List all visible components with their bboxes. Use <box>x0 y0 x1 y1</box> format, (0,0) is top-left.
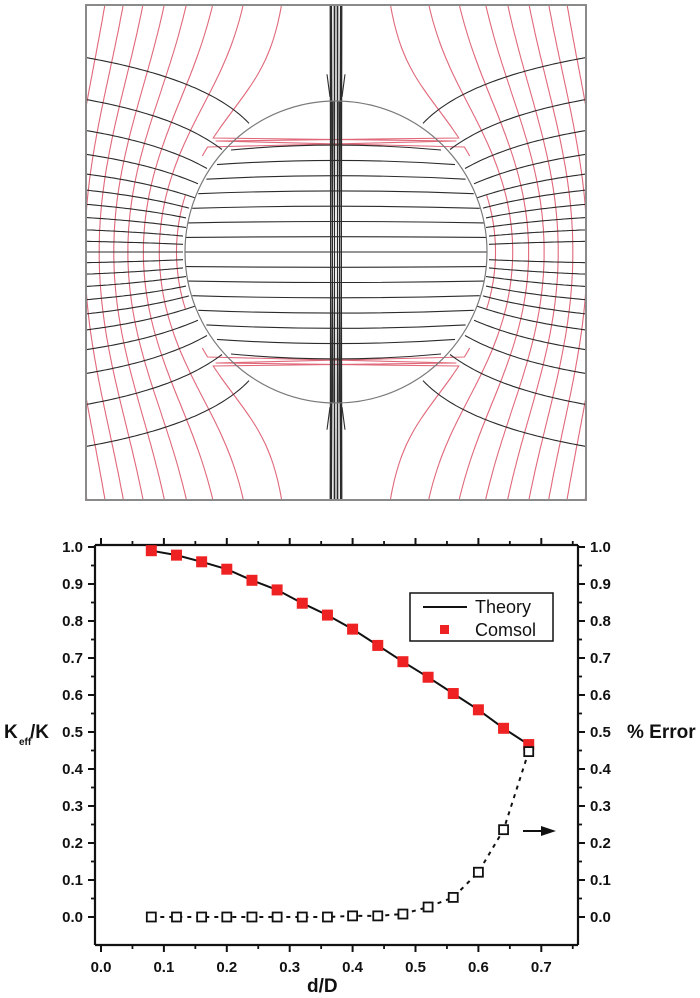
y2-tick-label: 0.7 <box>590 650 611 667</box>
error-marker <box>347 910 359 922</box>
y-axis-title-tail: /K <box>30 722 49 743</box>
x-axis-title: d/D <box>307 976 338 997</box>
comsol-marker <box>347 623 359 635</box>
comsol-marker <box>196 556 208 568</box>
y2-tick-label: 1.0 <box>590 539 611 556</box>
y2-tick-label: 0.3 <box>590 798 611 815</box>
x-tick-label: 0.1 <box>153 959 174 976</box>
y-tick-label: 0.7 <box>62 650 83 667</box>
right-arrow-icon <box>523 826 556 836</box>
y2-tick-label: 0.9 <box>590 576 611 593</box>
y2-tick-label: 0.4 <box>590 761 612 778</box>
inclusion-circle <box>184 100 488 404</box>
comsol-marker <box>447 688 459 700</box>
y-tick-label: 0.2 <box>62 835 83 852</box>
comsol-marker <box>372 639 384 651</box>
x-tick-label: 0.4 <box>342 959 364 976</box>
x-tick-label: 0.6 <box>468 959 489 976</box>
y-tick-label: 0.8 <box>62 613 83 630</box>
comsol-marker <box>523 739 535 751</box>
error-marker <box>322 911 333 923</box>
chart-series <box>145 545 535 923</box>
y2-tick-label: 0.0 <box>590 909 611 926</box>
x-tick-label: 0.2 <box>216 959 237 976</box>
y-tick-label: 0.3 <box>62 798 83 815</box>
y-tick-label: 0.0 <box>62 909 83 926</box>
keff-chart: 0.0 0.1 0.2 0.3 0.4 0.5 0.6 0.7 0.0 0.0 0.1 0.1 0.2 0… <box>4 538 696 997</box>
error-marker <box>271 911 283 923</box>
legend-comsol-label: Comsol <box>475 620 536 640</box>
error-marker <box>523 746 535 758</box>
y-tick-label: 1.0 <box>62 539 83 556</box>
x-tick-label: 0.3 <box>279 959 300 976</box>
diagram-frame <box>85 4 587 501</box>
comsol-marker <box>472 704 484 716</box>
error-marker <box>447 891 459 903</box>
y-tick-label: 0.4 <box>62 761 84 778</box>
theory-line <box>151 549 530 746</box>
y-tick-label: 0.1 <box>62 872 83 889</box>
y-axis-title-sub: eff <box>19 737 32 748</box>
y-tick-label: 0.6 <box>62 687 83 704</box>
y-axis-title-main: K <box>4 722 18 743</box>
x-tick-label: 0.5 <box>405 959 426 976</box>
legend-theory-label: Theory <box>475 597 531 617</box>
error-marker <box>196 911 208 923</box>
comsol-marker <box>246 574 258 586</box>
y2-tick-label: 0.1 <box>590 872 611 889</box>
error-marker <box>171 911 182 923</box>
y2-tick-label: 0.8 <box>590 613 611 630</box>
y2-axis-title: % Error <box>627 722 696 743</box>
comsol-marker <box>321 609 333 621</box>
y-tick-label: 0.5 <box>62 724 83 741</box>
error-marker <box>422 901 434 913</box>
error-marker <box>397 908 409 920</box>
comsol-marker <box>145 545 157 557</box>
legend-box <box>409 592 554 642</box>
comsol-marker <box>397 656 409 668</box>
error-marker <box>472 866 484 878</box>
x-tick-label: 0.0 <box>91 959 112 976</box>
x-tick-label: 0.7 <box>531 959 552 976</box>
y2-tick-label: 0.2 <box>590 835 611 852</box>
error-marker <box>296 911 308 923</box>
y2-tick-label: 0.6 <box>590 687 611 704</box>
comsol-marker <box>296 597 308 609</box>
comsol-marker <box>271 584 283 596</box>
comsol-marker <box>170 549 182 561</box>
comsol-marker <box>221 563 233 575</box>
error-marker <box>145 911 157 923</box>
legend-comsol-square-icon <box>440 625 449 634</box>
chart-axes: 0.0 0.1 0.2 0.3 0.4 0.5 0.6 0.7 0.0 0.0 0.1 0.1 0.2 0… <box>62 538 612 976</box>
chart-legend: Theory Comsol <box>409 592 554 642</box>
error-marker <box>498 824 509 836</box>
error-marker <box>221 911 233 923</box>
comsol-marker <box>422 671 434 683</box>
comsol-marker <box>498 722 510 734</box>
y-tick-label: 0.9 <box>62 576 83 593</box>
error-marker <box>372 910 384 922</box>
error-line <box>151 751 530 918</box>
field-line-diagram <box>85 4 587 501</box>
y2-tick-label: 0.5 <box>590 724 611 741</box>
error-marker <box>246 911 258 923</box>
